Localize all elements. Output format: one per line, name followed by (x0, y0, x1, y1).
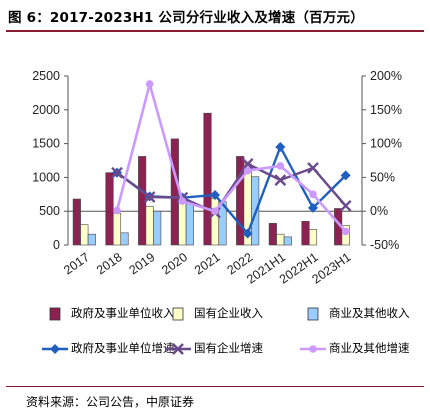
bar (153, 210, 162, 246)
bar (112, 212, 122, 246)
left-tick-label: 2500 (32, 69, 60, 83)
legend-swatch (172, 307, 184, 320)
legend-swatch (165, 342, 191, 355)
bar (276, 233, 285, 246)
legend-swatch (49, 307, 61, 320)
bar (268, 223, 277, 246)
point-marker (143, 191, 156, 203)
point-marker (275, 141, 286, 152)
legend-label: 政府及事业单位增速 (71, 341, 175, 355)
legend-label: 国有企业增速 (194, 341, 263, 355)
legend-item: 国有企业收入 (165, 305, 263, 321)
bar (72, 198, 81, 246)
right-tick-label: 100% (370, 137, 402, 151)
right-tick-label: -50% (370, 238, 399, 252)
x-tick-label: 2019 (127, 250, 158, 277)
bar (301, 221, 310, 246)
bar (170, 138, 179, 246)
chart: 0 500 1000 1500 2000 2500 -50% 0% 50% 100% 150% 200… (32, 69, 402, 287)
legend-item: 商业及其他收入 (300, 305, 410, 321)
point-marker (211, 207, 219, 215)
series-line (115, 79, 347, 233)
series-line (116, 162, 347, 215)
point-marker (308, 202, 318, 213)
x-tick-label: 2021 (192, 250, 223, 277)
bar (105, 172, 114, 246)
bar (283, 236, 292, 246)
legend-label: 国有企业收入 (194, 306, 263, 320)
point-marker (243, 166, 252, 175)
legend-swatch (42, 343, 68, 354)
point-marker (242, 228, 253, 239)
legend-label: 商业及其他收入 (329, 306, 410, 320)
point-marker (241, 158, 254, 170)
right-tick-label: 200% (370, 69, 402, 83)
point-marker (276, 162, 285, 170)
bar (87, 233, 96, 246)
figure-title: 图 6：2017-2023H1 公司分行业收入及增速（百万元） (8, 10, 364, 26)
bar (185, 201, 194, 246)
point-marker (340, 170, 351, 181)
legend-item: 国有企业增速 (165, 340, 263, 356)
bar (120, 232, 129, 246)
legend-item: 政府及事业单位收入 (42, 305, 175, 321)
left-tick-label: 1000 (32, 170, 60, 184)
x-tick-label: 2018 (94, 250, 125, 277)
left-tick-label: 500 (39, 204, 60, 218)
legend-label: 商业及其他增速 (329, 341, 410, 355)
left-tick-label: 1500 (32, 137, 60, 151)
right-tick-label: 0% (370, 204, 388, 218)
bar (203, 112, 212, 246)
point-marker (113, 206, 121, 215)
point-marker (341, 227, 350, 236)
point-marker (210, 189, 220, 200)
source-rule (6, 386, 424, 387)
right-tick-label: 50% (370, 170, 395, 184)
legend-swatch (300, 344, 326, 353)
point-marker (178, 197, 187, 205)
bar (80, 224, 89, 246)
bar (308, 229, 318, 246)
point-marker (339, 199, 352, 212)
point-marker (111, 166, 123, 179)
point-marker (307, 162, 319, 174)
legend-item: 政府及事业单位增速 (42, 340, 175, 356)
point-marker (309, 190, 317, 199)
source-note: 资料来源：公司公告，中原证券 (26, 395, 195, 409)
x-tick-label: 2017 (61, 250, 92, 277)
legend-item: 商业及其他增速 (300, 340, 410, 356)
point-marker (274, 174, 287, 186)
bar (210, 198, 220, 246)
right-tick-label: 150% (370, 103, 402, 117)
title-rule (6, 30, 424, 32)
legend-swatch (307, 307, 319, 320)
point-marker (145, 80, 154, 88)
bar (145, 206, 154, 246)
legend-label: 政府及事业单位收入 (71, 306, 175, 320)
left-tick-label: 2000 (32, 103, 60, 117)
left-tick-label: 0 (53, 238, 60, 252)
x-tick-label: 2020 (159, 250, 190, 277)
